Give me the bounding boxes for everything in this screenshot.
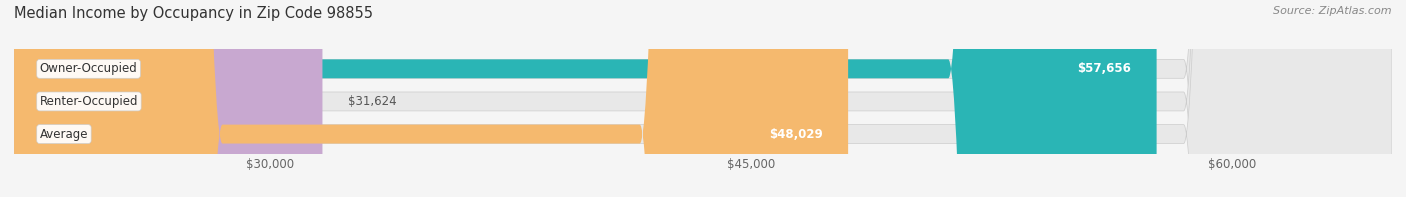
Text: Owner-Occupied: Owner-Occupied [39,62,138,75]
FancyBboxPatch shape [14,0,322,197]
Text: $48,029: $48,029 [769,128,823,141]
FancyBboxPatch shape [14,0,1392,197]
Text: Median Income by Occupancy in Zip Code 98855: Median Income by Occupancy in Zip Code 9… [14,6,373,21]
FancyBboxPatch shape [14,0,1392,197]
Text: Renter-Occupied: Renter-Occupied [39,95,138,108]
Text: $31,624: $31,624 [349,95,396,108]
Text: $57,656: $57,656 [1077,62,1130,75]
Text: Source: ZipAtlas.com: Source: ZipAtlas.com [1274,6,1392,16]
FancyBboxPatch shape [14,0,1157,197]
FancyBboxPatch shape [14,0,848,197]
FancyBboxPatch shape [14,0,1392,197]
Text: Average: Average [39,128,89,141]
